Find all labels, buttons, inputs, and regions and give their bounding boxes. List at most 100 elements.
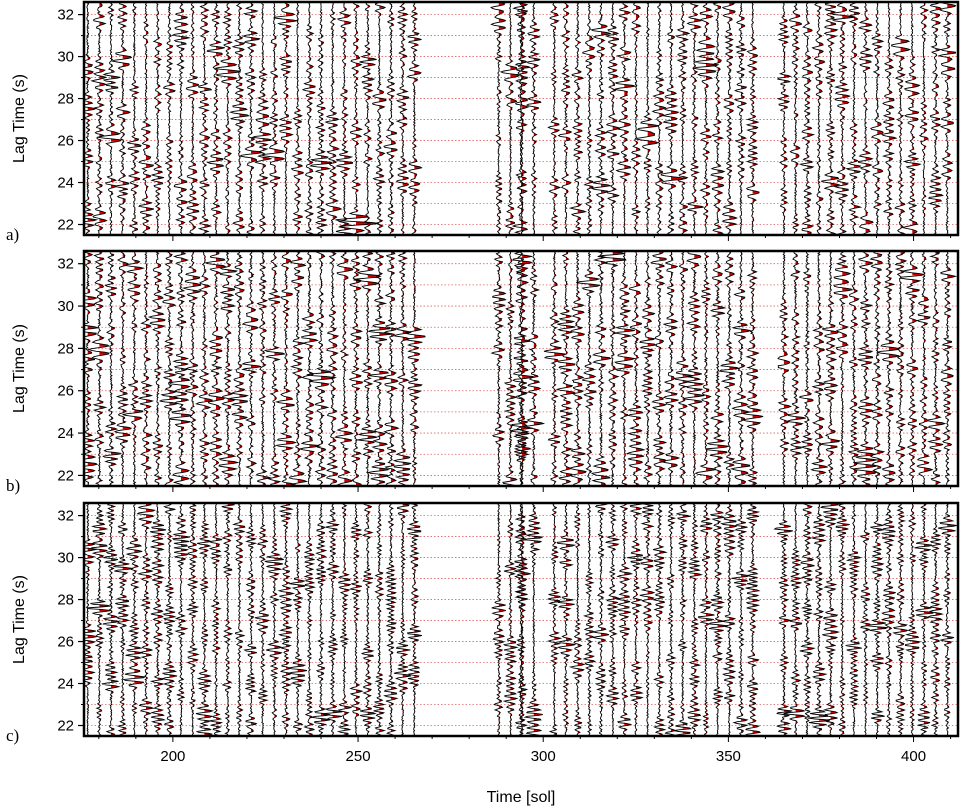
trace-line [511, 251, 535, 486]
trace-fill [624, 251, 635, 486]
trace-line [171, 2, 191, 235]
trace-line [306, 251, 337, 486]
trace-line [90, 2, 108, 235]
trace-fill [636, 503, 643, 736]
trace-fill [741, 2, 747, 235]
trace-line [592, 503, 610, 736]
trace-fill [111, 503, 120, 736]
trace-line [298, 251, 322, 486]
trace-line [902, 2, 922, 235]
panel-label: a) [6, 225, 19, 244]
y-tick-label: 30 [57, 298, 74, 315]
trace-fill [332, 503, 343, 735]
trace-line [660, 251, 681, 486]
trace-fill [900, 503, 908, 735]
y-axis-title: Lag Time (s) [11, 324, 28, 413]
trace-line [830, 2, 856, 235]
trace-line [288, 251, 309, 486]
trace-line [195, 503, 215, 736]
trace-fill [853, 503, 862, 735]
trace-line [334, 251, 354, 486]
trace-line [731, 503, 751, 736]
x-tick-label: 400 [901, 748, 926, 765]
trace-line [720, 503, 737, 736]
trace-line [102, 503, 121, 736]
trace-line [205, 251, 227, 486]
trace-line [582, 503, 597, 736]
trace-line [704, 251, 730, 486]
trace-fill [87, 503, 97, 736]
trace-line [121, 503, 147, 736]
trace-line [710, 2, 726, 235]
trace-fill [146, 251, 153, 485]
trace-line [303, 503, 317, 736]
trace-line [859, 503, 871, 736]
trace-line [729, 251, 752, 486]
trace-line [502, 503, 519, 736]
trace-line [651, 2, 667, 235]
trace-fill [134, 251, 144, 485]
trace-line [692, 2, 720, 235]
trace-line [525, 2, 542, 235]
panel-2: 22 24 26 28 30 32 Lag Time (s) b) [6, 249, 960, 495]
trace-fill [111, 251, 122, 486]
trace-fill [402, 503, 411, 736]
trace-fill [498, 2, 506, 235]
trace-line [597, 251, 627, 486]
trace-fill [682, 251, 694, 486]
trace-line [243, 503, 258, 736]
trace-line [264, 503, 284, 736]
trace-line [336, 503, 352, 736]
trace-line [241, 251, 262, 486]
y-tick-label: 30 [57, 49, 74, 66]
trace-line [783, 503, 807, 736]
trace-line [651, 503, 668, 736]
trace-fill [522, 251, 534, 486]
trace-line [634, 2, 660, 235]
trace-line [744, 503, 762, 736]
trace-fill [752, 503, 761, 734]
y-tick-label: 30 [57, 550, 74, 567]
trace-fill [554, 5, 560, 235]
trace-line [894, 251, 908, 486]
trace-line [261, 2, 286, 235]
trace-line [639, 251, 658, 486]
trace-line [547, 503, 563, 736]
x-tick-label: 200 [160, 748, 185, 765]
trace-fill [601, 2, 611, 235]
trace-line [547, 2, 562, 235]
plot-frame [82, 0, 960, 237]
panel-label: c) [6, 726, 19, 745]
trace-line [694, 251, 717, 486]
trace-line [820, 251, 841, 486]
trace-fill [122, 252, 132, 486]
trace-line [787, 251, 806, 486]
trace-line [673, 251, 694, 486]
y-tick-label: 26 [57, 634, 74, 651]
trace-fill [624, 3, 636, 235]
trace-fill [830, 503, 839, 736]
trace-fill [601, 251, 611, 486]
trace-line [514, 2, 532, 235]
trace-fill [694, 503, 702, 736]
trace-line [359, 503, 377, 736]
trace-line [84, 2, 99, 235]
trace-fill [566, 503, 576, 732]
trace-line [568, 503, 586, 736]
trace-line [84, 251, 99, 486]
trace-fill [344, 504, 352, 735]
trace-line [335, 2, 355, 235]
y-tick-label: 26 [57, 383, 74, 400]
trace-fill [181, 251, 192, 486]
trace-line [395, 2, 410, 235]
trace-line [403, 251, 426, 486]
trace-fill [510, 504, 517, 736]
panel-1: 22 24 26 28 30 32 Lag Time (s) a) [6, 0, 960, 244]
trace-line [614, 2, 638, 235]
plot-frame [82, 249, 960, 488]
trace-line [215, 2, 242, 235]
y-tick-label: 28 [57, 91, 74, 108]
trace-fill [181, 503, 190, 734]
trace-fill [694, 4, 704, 235]
